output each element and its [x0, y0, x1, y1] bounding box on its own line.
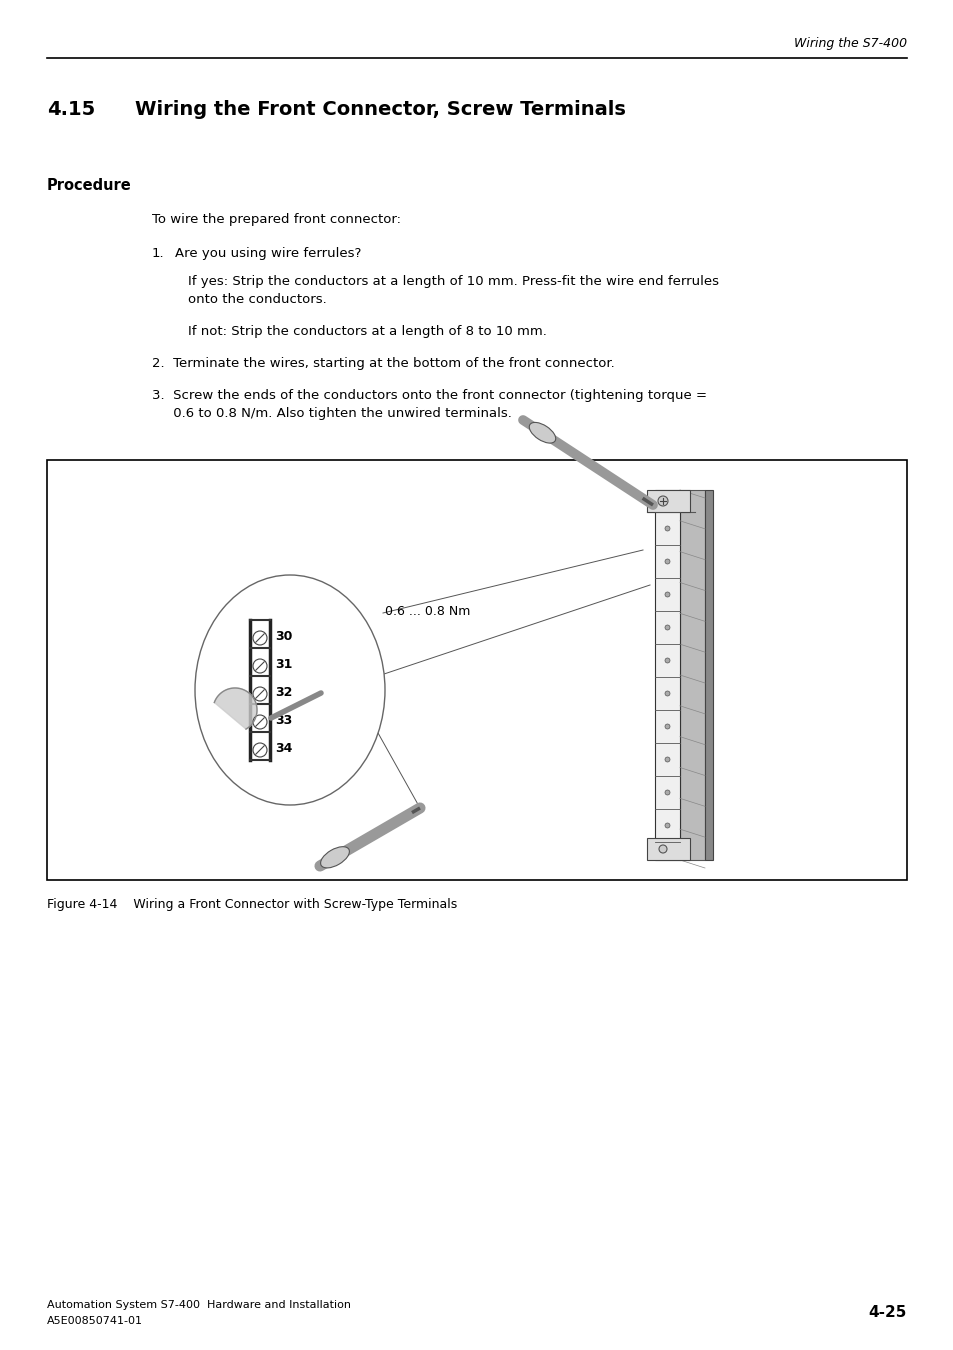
Circle shape — [253, 743, 267, 757]
Text: Automation System S7-400  Hardware and Installation: Automation System S7-400 Hardware and In… — [47, 1300, 351, 1310]
Text: Procedure: Procedure — [47, 178, 132, 193]
Text: Wiring the S7-400: Wiring the S7-400 — [793, 36, 906, 50]
Bar — [679, 490, 704, 860]
Text: 3.  Screw the ends of the conductors onto the front connector (tightening torque: 3. Screw the ends of the conductors onto… — [152, 389, 706, 420]
Text: 32: 32 — [274, 686, 292, 698]
Text: If yes: Strip the conductors at a length of 10 mm. Press-fit the wire end ferrul: If yes: Strip the conductors at a length… — [188, 275, 719, 306]
Circle shape — [664, 657, 669, 663]
Circle shape — [664, 691, 669, 697]
Text: 34: 34 — [274, 741, 292, 755]
Text: If not: Strip the conductors at a length of 8 to 10 mm.: If not: Strip the conductors at a length… — [188, 325, 546, 338]
Text: 4-25: 4-25 — [868, 1305, 906, 1320]
Circle shape — [659, 845, 666, 853]
Circle shape — [253, 687, 267, 701]
Text: A5E00850741-01: A5E00850741-01 — [47, 1316, 143, 1326]
Text: 31: 31 — [274, 657, 292, 671]
Ellipse shape — [320, 846, 349, 868]
Text: 4.15: 4.15 — [47, 100, 95, 119]
Polygon shape — [214, 688, 256, 729]
Bar — [646, 490, 689, 512]
Bar — [646, 838, 689, 860]
Circle shape — [253, 659, 267, 674]
Bar — [704, 490, 712, 860]
Circle shape — [664, 790, 669, 795]
Text: 33: 33 — [274, 714, 292, 726]
Circle shape — [664, 526, 669, 531]
Circle shape — [658, 495, 667, 506]
Text: Wiring the Front Connector, Screw Terminals: Wiring the Front Connector, Screw Termin… — [135, 100, 625, 119]
Bar — [655, 490, 679, 860]
Circle shape — [664, 824, 669, 828]
Ellipse shape — [529, 423, 556, 443]
Text: Are you using wire ferrules?: Are you using wire ferrules? — [174, 247, 361, 261]
Bar — [47, 460, 906, 880]
Text: 1.: 1. — [152, 247, 165, 261]
Circle shape — [664, 625, 669, 630]
Text: To wire the prepared front connector:: To wire the prepared front connector: — [152, 213, 400, 225]
Circle shape — [253, 716, 267, 729]
Ellipse shape — [194, 575, 385, 805]
Circle shape — [253, 630, 267, 645]
Text: Figure 4-14    Wiring a Front Connector with Screw-Type Terminals: Figure 4-14 Wiring a Front Connector wit… — [47, 898, 456, 911]
Text: 30: 30 — [274, 629, 292, 643]
Circle shape — [664, 724, 669, 729]
Circle shape — [664, 559, 669, 564]
Circle shape — [664, 593, 669, 597]
Text: 0.6 ... 0.8 Nm: 0.6 ... 0.8 Nm — [385, 605, 470, 618]
Text: 2.  Terminate the wires, starting at the bottom of the front connector.: 2. Terminate the wires, starting at the … — [152, 356, 614, 370]
Circle shape — [664, 757, 669, 761]
